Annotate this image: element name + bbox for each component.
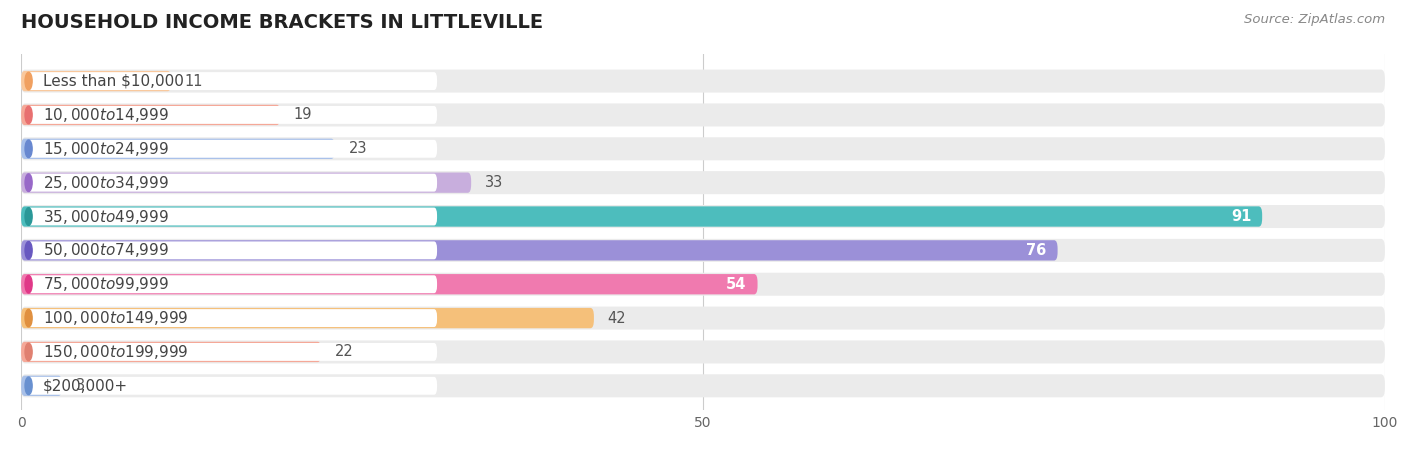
FancyBboxPatch shape — [28, 106, 437, 124]
FancyBboxPatch shape — [28, 174, 437, 192]
Text: $150,000 to $199,999: $150,000 to $199,999 — [44, 343, 188, 361]
Text: $200,000+: $200,000+ — [44, 378, 128, 393]
FancyBboxPatch shape — [21, 137, 1385, 160]
FancyBboxPatch shape — [28, 309, 437, 327]
Text: 54: 54 — [727, 277, 747, 292]
Text: 22: 22 — [335, 344, 353, 360]
Text: $10,000 to $14,999: $10,000 to $14,999 — [44, 106, 169, 124]
FancyBboxPatch shape — [21, 341, 1385, 364]
Text: 42: 42 — [607, 310, 626, 326]
FancyBboxPatch shape — [21, 207, 1263, 227]
FancyBboxPatch shape — [21, 240, 1057, 261]
Text: $15,000 to $24,999: $15,000 to $24,999 — [44, 140, 169, 158]
FancyBboxPatch shape — [28, 140, 437, 158]
Text: 11: 11 — [184, 74, 204, 89]
Circle shape — [25, 377, 32, 395]
Text: $50,000 to $74,999: $50,000 to $74,999 — [44, 241, 169, 259]
Circle shape — [25, 309, 32, 327]
Circle shape — [25, 174, 32, 191]
FancyBboxPatch shape — [21, 139, 335, 159]
FancyBboxPatch shape — [21, 71, 172, 91]
Circle shape — [25, 140, 32, 157]
Text: HOUSEHOLD INCOME BRACKETS IN LITTLEVILLE: HOUSEHOLD INCOME BRACKETS IN LITTLEVILLE — [21, 14, 543, 32]
FancyBboxPatch shape — [21, 376, 62, 396]
Circle shape — [25, 343, 32, 361]
FancyBboxPatch shape — [28, 207, 437, 225]
Text: 19: 19 — [294, 108, 312, 122]
Circle shape — [25, 106, 32, 124]
FancyBboxPatch shape — [28, 275, 437, 293]
FancyBboxPatch shape — [21, 374, 1385, 397]
FancyBboxPatch shape — [21, 171, 1385, 194]
FancyBboxPatch shape — [28, 72, 437, 90]
FancyBboxPatch shape — [21, 105, 280, 125]
FancyBboxPatch shape — [21, 205, 1385, 228]
Text: 76: 76 — [1026, 243, 1046, 258]
FancyBboxPatch shape — [21, 274, 758, 294]
Text: 23: 23 — [349, 141, 367, 156]
FancyBboxPatch shape — [21, 306, 1385, 329]
FancyBboxPatch shape — [21, 172, 471, 193]
FancyBboxPatch shape — [28, 343, 437, 361]
Text: $35,000 to $49,999: $35,000 to $49,999 — [44, 207, 169, 225]
Text: 33: 33 — [485, 175, 503, 190]
FancyBboxPatch shape — [21, 70, 1385, 93]
Text: $100,000 to $149,999: $100,000 to $149,999 — [44, 309, 188, 327]
FancyBboxPatch shape — [21, 273, 1385, 296]
Text: Source: ZipAtlas.com: Source: ZipAtlas.com — [1244, 14, 1385, 27]
Text: 91: 91 — [1230, 209, 1251, 224]
FancyBboxPatch shape — [28, 377, 437, 395]
Circle shape — [25, 275, 32, 293]
Text: $75,000 to $99,999: $75,000 to $99,999 — [44, 275, 169, 293]
Circle shape — [25, 72, 32, 90]
FancyBboxPatch shape — [21, 239, 1385, 262]
FancyBboxPatch shape — [28, 242, 437, 259]
Text: $25,000 to $34,999: $25,000 to $34,999 — [44, 174, 169, 192]
Circle shape — [25, 242, 32, 259]
FancyBboxPatch shape — [21, 308, 593, 328]
Text: 3: 3 — [76, 378, 84, 393]
Circle shape — [25, 208, 32, 225]
FancyBboxPatch shape — [21, 342, 321, 362]
FancyBboxPatch shape — [21, 104, 1385, 126]
Text: Less than $10,000: Less than $10,000 — [44, 74, 184, 89]
